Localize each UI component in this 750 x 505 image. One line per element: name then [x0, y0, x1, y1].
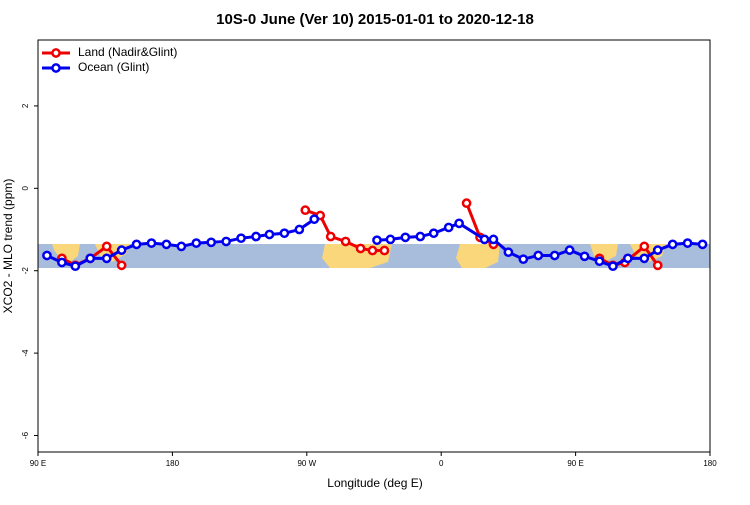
x-tick-label: 180 [703, 459, 717, 468]
data-point [279, 228, 290, 239]
data-point [652, 260, 663, 271]
data-point [101, 253, 112, 264]
data-point [379, 245, 390, 256]
data-point [85, 253, 96, 264]
data-point [479, 234, 490, 245]
data-point [652, 245, 663, 255]
legend: Land (Nadir&Glint)Ocean (Glint) [42, 45, 177, 74]
data-point [251, 231, 261, 242]
data-point [116, 245, 127, 255]
data-point [533, 250, 544, 261]
data-point [518, 254, 529, 265]
data-point [161, 239, 172, 250]
data-point [191, 238, 202, 248]
data-point [300, 205, 311, 216]
x-tick-label: 90 E [567, 459, 583, 468]
plot-frame [37, 39, 711, 453]
data-point [340, 236, 351, 247]
data-point [206, 237, 217, 248]
legend-label: Land (Nadir&Glint) [78, 45, 177, 59]
y-axis-label: XCO2 - MLO trend (ppm) [1, 179, 15, 314]
legend-marker [51, 48, 61, 58]
data-point [579, 251, 590, 262]
x-tick-label: 90 W [297, 459, 316, 468]
data-point [367, 245, 378, 256]
data-point [385, 234, 396, 245]
data-point [594, 256, 605, 267]
data-point [639, 241, 650, 252]
data-point [70, 261, 81, 272]
data-point [503, 247, 514, 258]
data-point [639, 253, 650, 264]
data-point [623, 253, 633, 264]
x-axis-label: Longitude (deg E) [327, 476, 422, 490]
y-tick-label: -4 [21, 349, 30, 357]
y-tick-label: 2 [21, 103, 30, 108]
data-point [549, 250, 560, 261]
data-point [221, 236, 232, 247]
data-point [176, 241, 187, 252]
x-tick-label: 90 E [30, 459, 46, 468]
data-point [697, 239, 708, 250]
data-point [454, 218, 464, 229]
data-point [236, 233, 246, 244]
data-point [325, 231, 336, 242]
data-point [461, 198, 472, 209]
data-point [264, 229, 275, 240]
data-point [309, 214, 320, 225]
x-tick-label: 0 [439, 459, 444, 468]
data-point [101, 241, 112, 252]
data-point [428, 228, 439, 239]
y-tick-label: -6 [21, 431, 30, 439]
y-tick-label: 0 [21, 186, 30, 191]
data-point [294, 224, 305, 235]
data-point [42, 250, 52, 261]
x-tick-label: 180 [166, 459, 180, 468]
legend-label: Ocean (Glint) [78, 60, 149, 74]
data-point [667, 239, 678, 250]
data-point [608, 261, 618, 272]
data-point [400, 232, 411, 243]
data-point [415, 231, 426, 242]
data-point [131, 239, 142, 250]
data-point [443, 222, 454, 233]
data-point [488, 234, 499, 245]
data-point [146, 238, 157, 248]
chart-title: 10S-0 June (Ver 10) 2015-01-01 to 2020-1… [216, 11, 534, 28]
y-tick-label: -2 [21, 267, 30, 275]
data-point [682, 238, 693, 248]
data-point [372, 235, 382, 246]
data-point [116, 260, 127, 271]
data-point [564, 245, 575, 255]
legend-marker [51, 63, 61, 73]
data-point [57, 257, 67, 268]
data-point [355, 243, 366, 254]
